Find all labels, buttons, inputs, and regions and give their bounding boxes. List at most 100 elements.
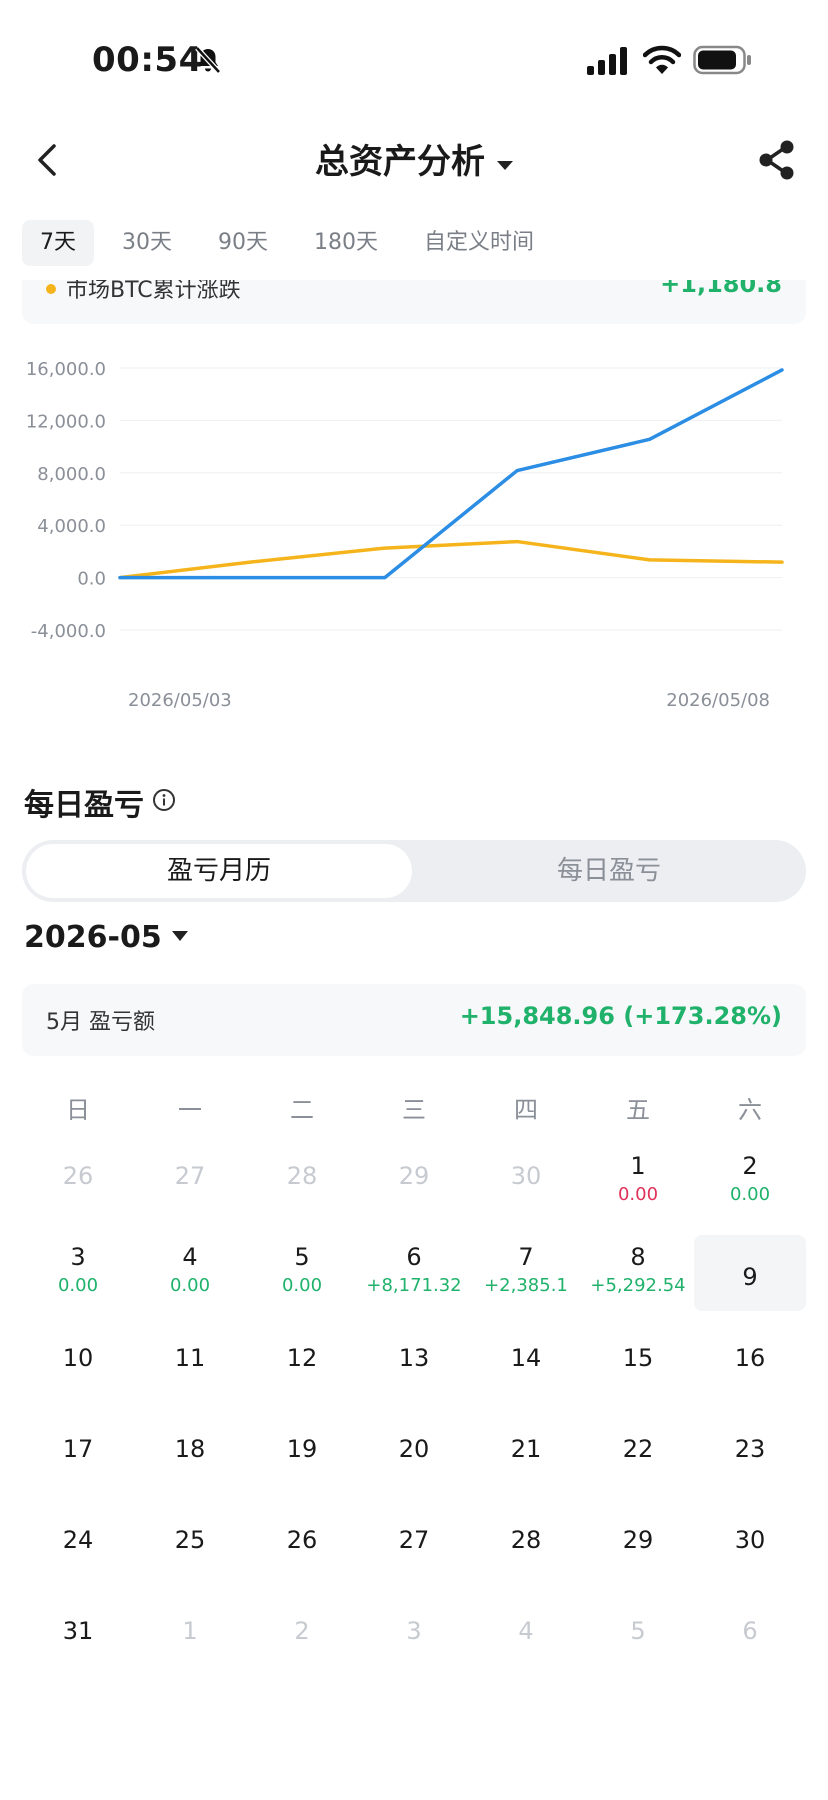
- tab-90d[interactable]: 90天: [218, 230, 268, 255]
- caret-down-icon: [171, 930, 188, 941]
- calendar-day[interactable]: 8 +5,292.54: [582, 1241, 694, 1315]
- day-number: 23: [734, 1435, 766, 1463]
- day-pnl: 0.00: [57, 1275, 99, 1296]
- calendar-day[interactable]: 28: [470, 1514, 582, 1588]
- weekday-label: 三: [402, 1096, 426, 1124]
- share-icon[interactable]: [756, 138, 798, 182]
- calendar-day[interactable]: 7 +2,385.1: [470, 1241, 582, 1315]
- calendar-day[interactable]: 12: [246, 1332, 358, 1406]
- day-number: 24: [62, 1526, 94, 1554]
- day-pnl: 0.00: [281, 1275, 323, 1296]
- calendar-day[interactable]: 4 0.00: [134, 1241, 246, 1315]
- calendar-day[interactable]: 6 +8,171.32: [358, 1241, 470, 1315]
- calendar-day: 4: [470, 1605, 582, 1679]
- day-number: 28: [510, 1526, 542, 1554]
- calendar-day[interactable]: 3 0.00: [22, 1241, 134, 1315]
- day-number: 3: [70, 1243, 86, 1271]
- tab-custom[interactable]: 自定义时间: [424, 230, 535, 255]
- day-number: 5: [630, 1617, 646, 1645]
- range-tabs: 7天 30天 90天 180天 自定义时间: [22, 220, 562, 268]
- tab-7d[interactable]: 7天: [22, 220, 94, 266]
- calendar-day: 26: [22, 1150, 134, 1224]
- mute-icon: [195, 46, 221, 74]
- day-number: 4: [518, 1617, 534, 1645]
- summary-value: +15,848.96 (+173.28%): [459, 1002, 782, 1030]
- day-number: 27: [398, 1526, 430, 1554]
- day-number: 17: [62, 1435, 94, 1463]
- calendar-day[interactable]: 22: [582, 1423, 694, 1497]
- day-pnl: +2,385.1: [484, 1275, 568, 1296]
- calendar-day[interactable]: 19: [246, 1423, 358, 1497]
- calendar-day: 30: [470, 1150, 582, 1224]
- calendar-day[interactable]: 13: [358, 1332, 470, 1406]
- month-label: 2026-05: [24, 920, 162, 955]
- day-number: 14: [510, 1344, 542, 1372]
- y-tick-label: -4,000.0: [31, 621, 106, 642]
- day-number: 7: [518, 1243, 534, 1271]
- day-number: 13: [398, 1344, 430, 1372]
- seg-daily-pnl[interactable]: 每日盈亏: [556, 856, 661, 886]
- calendar-day[interactable]: 25: [134, 1514, 246, 1588]
- info-icon[interactable]: [152, 788, 176, 812]
- calendar-day[interactable]: 2 0.00: [694, 1150, 806, 1224]
- calendar-day[interactable]: 31: [22, 1605, 134, 1679]
- calendar-day[interactable]: 18: [134, 1423, 246, 1497]
- legend-dot-btc: [46, 284, 56, 294]
- x-tick-label: 2026/05/08: [666, 690, 770, 711]
- calendar-day[interactable]: 10: [22, 1332, 134, 1406]
- calendar-day[interactable]: 26: [246, 1514, 358, 1588]
- day-pnl: 0.00: [617, 1184, 659, 1205]
- calendar-day[interactable]: 30: [694, 1514, 806, 1588]
- day-number: 31: [62, 1617, 94, 1645]
- calendar-day[interactable]: 24: [22, 1514, 134, 1588]
- y-tick-label: 4,000.0: [37, 516, 106, 537]
- calendar-day[interactable]: 11: [134, 1332, 246, 1406]
- calendar-day[interactable]: 29: [582, 1514, 694, 1588]
- page-title: 总资产分析: [315, 142, 485, 182]
- calendar-day: 2: [246, 1605, 358, 1679]
- series-line-assets: [118, 368, 784, 580]
- calendar-day-today[interactable]: 9: [694, 1235, 806, 1311]
- month-picker[interactable]: 2026-05: [24, 920, 188, 955]
- calendar-day[interactable]: 21: [470, 1423, 582, 1497]
- day-number: 9: [742, 1263, 758, 1291]
- weekday-label: 六: [738, 1096, 762, 1124]
- day-number: 1: [630, 1152, 646, 1180]
- calendar-day[interactable]: 17: [22, 1423, 134, 1497]
- calendar-day[interactable]: 23: [694, 1423, 806, 1497]
- day-number: 10: [62, 1344, 94, 1372]
- day-number: 30: [734, 1526, 766, 1554]
- calendar-day[interactable]: 20: [358, 1423, 470, 1497]
- weekday-label: 四: [514, 1096, 538, 1124]
- day-pnl: 0.00: [169, 1275, 211, 1296]
- status-time: 00:54: [92, 40, 203, 80]
- asset-line-chart[interactable]: 16,000.0 12,000.0 8,000.0 4,000.0 0.0 -4,000.…: [0, 340, 828, 720]
- tab-30d[interactable]: 30天: [122, 230, 172, 255]
- day-number: 6: [406, 1243, 422, 1271]
- calendar-day[interactable]: 1 0.00: [582, 1150, 694, 1224]
- day-number: 1: [182, 1617, 198, 1645]
- seg-pnl-calendar[interactable]: 盈亏月历: [26, 844, 412, 898]
- title-dropdown[interactable]: 总资产分析: [0, 134, 828, 183]
- day-number: 16: [734, 1344, 766, 1372]
- day-number: 26: [286, 1526, 318, 1554]
- calendar-day: 3: [358, 1605, 470, 1679]
- tab-180d[interactable]: 180天: [314, 230, 378, 255]
- calendar-day[interactable]: 15: [582, 1332, 694, 1406]
- weekday-label: 五: [626, 1096, 650, 1124]
- calendar-day[interactable]: 16: [694, 1332, 806, 1406]
- calendar-day[interactable]: 5 0.00: [246, 1241, 358, 1315]
- weekday-label: 一: [178, 1096, 202, 1124]
- legend-value: +1,180.8: [660, 280, 782, 298]
- y-tick-label: 8,000.0: [37, 464, 106, 485]
- day-number: 29: [398, 1162, 430, 1190]
- day-number: 2: [742, 1152, 758, 1180]
- y-tick-label: 0.0: [77, 569, 106, 590]
- status-bar: 00:54: [0, 0, 828, 120]
- chevron-left-icon[interactable]: [28, 138, 68, 182]
- calendar-day[interactable]: 27: [358, 1514, 470, 1588]
- calendar-day[interactable]: 14: [470, 1332, 582, 1406]
- legend-card: 市场BTC累计涨跌 +1,180.8: [22, 280, 806, 324]
- calendar-day: 6: [694, 1605, 806, 1679]
- day-number: 22: [622, 1435, 654, 1463]
